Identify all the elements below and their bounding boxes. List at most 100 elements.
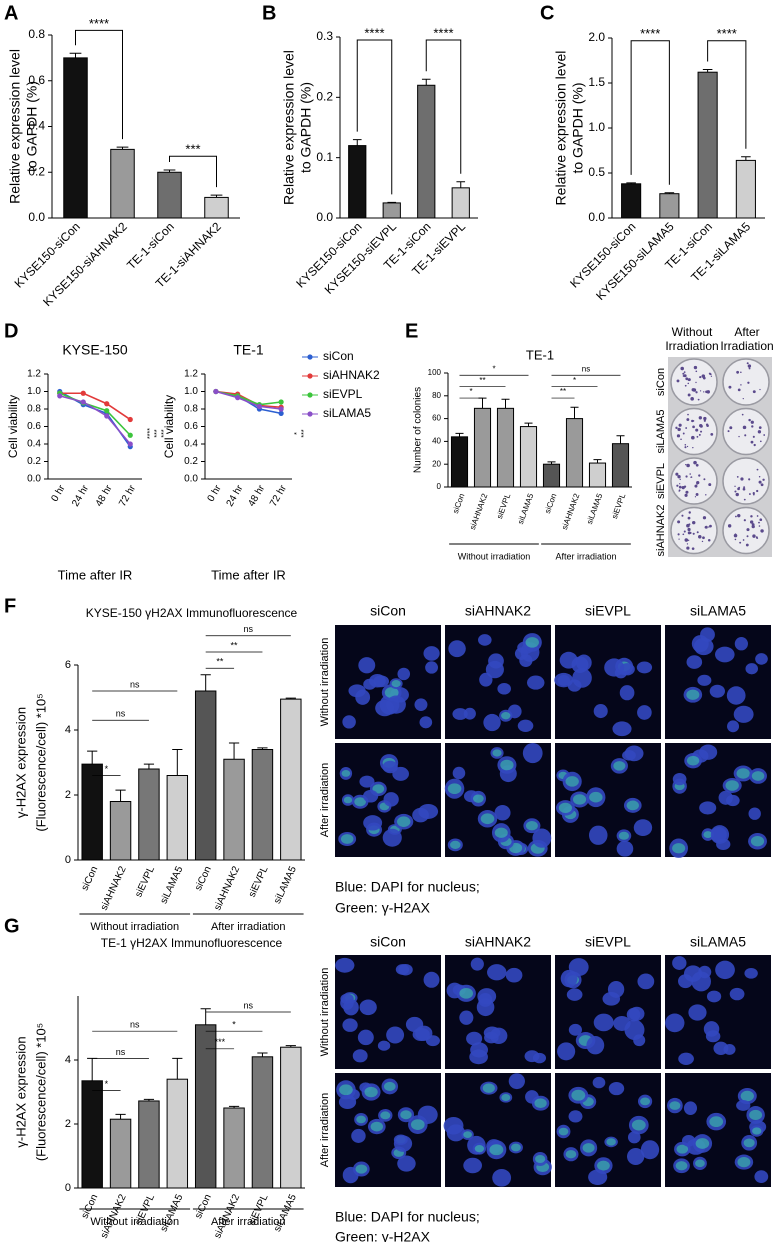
nucleus: [626, 1007, 641, 1022]
x-axis-label: Time after IR: [211, 567, 286, 582]
colony: [692, 532, 695, 535]
y-tick-label: 0.2: [184, 456, 198, 467]
foci: [686, 689, 700, 700]
colony: [727, 430, 730, 433]
foci: [640, 1097, 651, 1106]
significance-label: ns: [116, 1047, 126, 1057]
significance-bracket: [425, 39, 462, 174]
y-tick-label: 20: [432, 459, 441, 468]
point: [57, 393, 63, 399]
column-header: siEVPL: [585, 603, 631, 619]
x-tick-label: siLAMA5: [516, 492, 536, 526]
point: [127, 416, 133, 423]
significance-label: ****: [717, 26, 737, 41]
y-axis-label: γ-H2AX expression: [13, 1036, 28, 1147]
x-tick-label: siEVPL: [133, 864, 157, 899]
dish: [670, 407, 718, 456]
colony: [759, 388, 761, 391]
colony: [750, 440, 754, 444]
colony: [742, 425, 747, 430]
error-bar: [143, 1098, 155, 1101]
point: [278, 406, 284, 412]
colony: [734, 485, 736, 488]
colony: [744, 434, 747, 437]
nucleus: [637, 973, 655, 990]
chart-title: TE-1: [526, 347, 554, 362]
colony: [747, 381, 750, 384]
error-bar: [115, 1113, 126, 1120]
nucleus: [568, 1023, 582, 1036]
point: [104, 401, 110, 407]
y-tick-label: 0.4: [28, 119, 45, 133]
colony: [748, 493, 751, 496]
colony: [705, 494, 707, 496]
series-line: [215, 390, 282, 406]
nucleus: [419, 716, 433, 729]
nucleus: [412, 807, 429, 823]
nucleus: [640, 1140, 660, 1160]
y-tick-label: 0.8: [28, 27, 45, 41]
x-tick-label: 24 hr: [70, 483, 91, 509]
colony: [746, 535, 749, 538]
colony: [737, 513, 741, 518]
y-axis-label: to GAPDH (%): [570, 82, 586, 173]
foci: [695, 1138, 710, 1149]
colony: [757, 430, 762, 434]
error-bar: [163, 169, 176, 173]
error-bar: [200, 674, 211, 691]
error-bar: [352, 139, 362, 146]
colony: [751, 523, 755, 527]
colony: [678, 538, 680, 540]
colony: [683, 530, 686, 533]
colony: [734, 538, 737, 541]
nucleus: [351, 1128, 366, 1143]
panel-letter: G: [4, 915, 20, 937]
foci: [749, 1109, 763, 1121]
foci: [400, 1110, 412, 1120]
colony: [702, 536, 705, 540]
nucleus: [683, 965, 703, 982]
colony: [682, 372, 685, 375]
foci: [737, 1157, 751, 1168]
colony: [687, 527, 691, 532]
colony: [748, 418, 751, 422]
x-tick-label: 48 hr: [246, 483, 267, 509]
nucleus: [588, 825, 608, 845]
colony: [729, 426, 733, 430]
bar: [451, 187, 470, 219]
foci: [675, 1161, 688, 1171]
nucleus: [726, 794, 740, 807]
nucleus: [377, 1040, 391, 1051]
group-label: After irradiation: [555, 551, 616, 561]
nucleus: [686, 655, 703, 669]
colony: [698, 433, 701, 436]
foci: [500, 759, 514, 771]
colony: [710, 375, 713, 377]
y-axis-label: Relative expression level: [7, 49, 23, 204]
x-tick-label: KYSE150-siCon: [567, 219, 638, 290]
colony: [692, 388, 697, 392]
colony: [682, 533, 685, 536]
foci: [364, 1086, 378, 1098]
error-bar: [87, 750, 98, 765]
nucleus: [586, 1036, 605, 1055]
colony: [686, 463, 690, 468]
foci: [606, 1138, 616, 1146]
colony: [759, 440, 762, 443]
nucleus: [714, 646, 735, 663]
y-axis-label: Relative expression level: [281, 50, 297, 205]
significance-label: ****: [433, 25, 453, 40]
x-axis-label: Time after IR: [58, 567, 133, 582]
column-header: siEVPL: [585, 934, 631, 950]
nucleus: [744, 967, 758, 979]
nucleus: [527, 675, 545, 690]
nucleus: [358, 657, 376, 674]
nucleus: [414, 698, 428, 711]
colony: [698, 474, 701, 477]
bar: [194, 1024, 217, 1189]
colony: [752, 390, 756, 394]
y-tick-label: 0.0: [28, 210, 45, 224]
foci: [626, 800, 639, 811]
y-tick-label: 0.0: [588, 210, 605, 224]
column-header: siCon: [370, 934, 406, 950]
